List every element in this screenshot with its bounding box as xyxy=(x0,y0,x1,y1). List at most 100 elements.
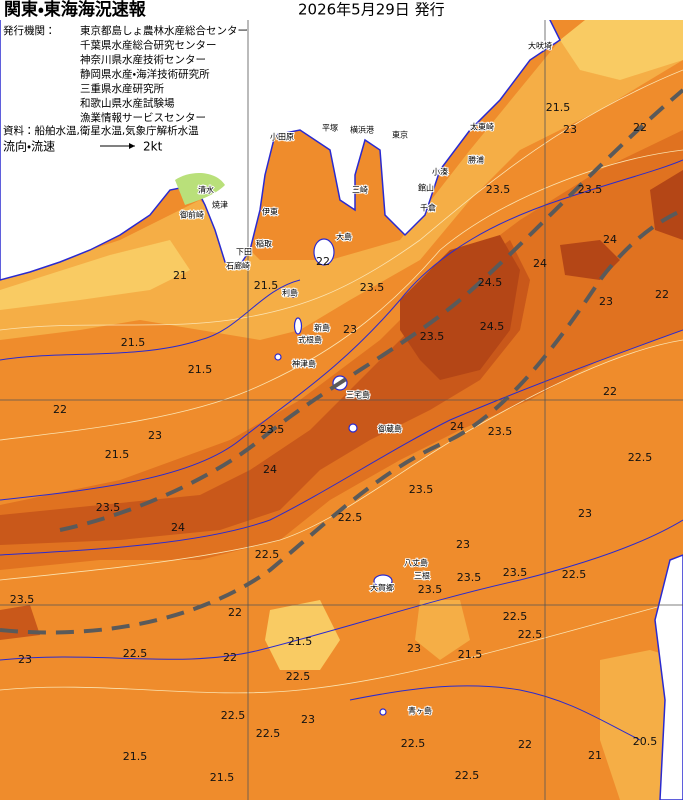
isotherm-label: 22 xyxy=(316,255,330,268)
isotherm-lines xyxy=(0,159,683,741)
isotherm-label: 23.5 xyxy=(488,425,513,438)
isotherm-label: 24 xyxy=(533,257,547,270)
issuer-name: 東京都島しょ農林水産総合センター xyxy=(80,24,248,37)
lake xyxy=(175,173,225,205)
isotherm-label: 23.5 xyxy=(409,483,434,496)
source: 資料：船舶水温,衛星水温,気象庁解析水温 xyxy=(3,124,199,137)
place-name: 千倉 xyxy=(420,203,436,213)
isotherm-label: 24.5 xyxy=(480,320,505,333)
issuer-label: 発行機関： xyxy=(3,24,56,37)
place-name: 小田原 xyxy=(270,133,294,142)
isotherm-label: 22.5 xyxy=(123,647,148,660)
isotherm-label: 24 xyxy=(450,420,464,433)
place-name: 焼津 xyxy=(212,200,228,210)
isotherm-label: 23 xyxy=(456,538,470,551)
warmest-patch xyxy=(650,170,683,240)
cool-patch xyxy=(415,600,470,660)
issuer-list: 東京都島しょ農林水産総合センター千葉県水産総合研究センター神奈川県水産技術センタ… xyxy=(80,24,248,124)
legend-label: 流向・流速 xyxy=(3,139,55,154)
cool-patch xyxy=(0,240,190,310)
place-name: 横浜港 xyxy=(350,125,374,135)
place-name: 東京 xyxy=(392,130,408,140)
place-name: 平塚 xyxy=(322,124,338,133)
isotherm-label: 23.5 xyxy=(360,281,385,294)
place-name: 稲取 xyxy=(256,239,272,249)
isotherm-label: 22 xyxy=(655,288,669,301)
current-axis xyxy=(0,88,683,635)
land xyxy=(0,0,561,281)
isotherm-label: 23 xyxy=(578,507,592,520)
isotherm-label: 22 xyxy=(223,651,237,664)
header-band xyxy=(0,0,683,20)
issuer-name: 神奈川県水産技術センター xyxy=(80,53,206,66)
place-name: 大賀郷 xyxy=(370,583,394,593)
land xyxy=(654,554,683,800)
isotherm-label: 22.5 xyxy=(255,548,280,561)
isotherm-label: 23 xyxy=(148,429,162,442)
place-name: 大吠埼 xyxy=(528,41,552,51)
isotherm-label: 21.5 xyxy=(254,279,279,292)
isotherm-label: 23.5 xyxy=(457,571,482,584)
place-name: 式根島 xyxy=(298,335,322,345)
isotherm-label: 22.5 xyxy=(503,610,528,623)
isotherm-lines xyxy=(0,69,683,694)
isotherm-label: 22 xyxy=(633,121,647,134)
isotherm-label: 23.5 xyxy=(260,423,285,436)
isotherm-label: 20.5 xyxy=(633,735,658,748)
issue-date: 2026年5月29日 発行 xyxy=(298,1,445,19)
place-name: 小湊 xyxy=(432,167,448,177)
place-name: 三根 xyxy=(414,571,430,581)
isotherm-label: 23.5 xyxy=(418,583,443,596)
isotherm-label: 23 xyxy=(599,295,613,308)
isotherm-label: 22 xyxy=(53,403,67,416)
isotherm-label: 22 xyxy=(603,385,617,398)
isotherm-label: 23.5 xyxy=(578,183,603,196)
place-name: 清水 xyxy=(198,185,214,195)
isotherm-label: 23 xyxy=(563,123,577,136)
isotherm-label: 23 xyxy=(343,323,357,336)
isotherm-label: 22.5 xyxy=(401,737,426,750)
isotherm-label: 21.5 xyxy=(188,363,213,376)
place-name: 御蔵島 xyxy=(378,424,402,434)
isotherm-label: 22.5 xyxy=(518,628,543,641)
isotherm-label: 21.5 xyxy=(105,448,130,461)
place-name: 勝浦 xyxy=(468,155,484,165)
place-name: 御前崎 xyxy=(180,210,204,220)
place-name: 新島 xyxy=(314,323,330,333)
isotherm-label: 21.5 xyxy=(123,750,148,763)
isotherm-label: 24.5 xyxy=(478,276,503,289)
place-name: 大島 xyxy=(336,232,352,242)
isotherm-label: 22.5 xyxy=(286,670,311,683)
place-name: 利島 xyxy=(282,288,298,298)
isotherm-label: 23.5 xyxy=(503,566,528,579)
issuer-name: 千葉県水産総合研究センター xyxy=(80,39,217,52)
place-name: 石廊崎 xyxy=(226,261,250,271)
isotherm-label: 23.5 xyxy=(10,593,35,606)
issuer-name: 漁業情報サービスセンター xyxy=(80,111,206,124)
cool-patch xyxy=(265,600,340,670)
issuer-name: 三重県水産研究所 xyxy=(80,82,164,95)
isotherm-label: 22.5 xyxy=(338,511,363,524)
isotherm-label: 23 xyxy=(18,653,32,666)
isotherm-label: 21.5 xyxy=(546,101,571,114)
isotherm-label: 24 xyxy=(171,521,185,534)
isotherm-label: 23.5 xyxy=(420,330,445,343)
warmest-patch xyxy=(560,240,620,280)
place-name: 太東崎 xyxy=(470,122,494,132)
place-name: 伊東 xyxy=(262,207,278,217)
isotherm-label: 21 xyxy=(588,749,602,762)
place-name: 三宅島 xyxy=(346,390,370,400)
isotherm-label: 24 xyxy=(263,463,277,476)
isotherm-label: 21 xyxy=(173,269,187,282)
isotherm-label: 21.5 xyxy=(288,635,313,648)
isotherm-label: 21.5 xyxy=(121,336,146,349)
place-name: 八丈島 xyxy=(404,558,428,568)
isotherm-label: 23 xyxy=(301,713,315,726)
issuer-name: 静岡県水産・海洋技術研究所 xyxy=(80,68,210,81)
place-name: 館山 xyxy=(418,183,434,193)
isotherm-label: 22.5 xyxy=(221,709,246,722)
isotherm-label: 21.5 xyxy=(210,771,235,784)
